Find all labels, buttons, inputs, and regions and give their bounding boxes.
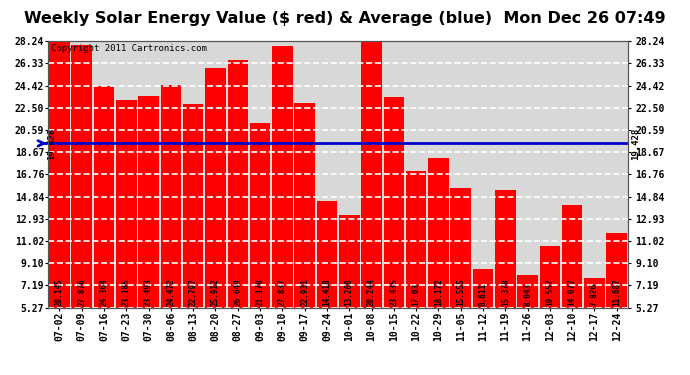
Bar [540,246,560,308]
Bar [518,275,538,308]
Bar [205,68,226,308]
Text: Copyright 2011 Cartronics.com: Copyright 2011 Cartronics.com [51,44,207,53]
Bar [250,123,270,308]
Text: 22.931: 22.931 [300,278,309,306]
Bar [607,233,627,308]
Text: 27.837: 27.837 [278,278,287,306]
Text: 24.364: 24.364 [99,278,108,306]
Bar [139,96,159,308]
Text: 10.557: 10.557 [545,278,554,306]
Text: 8.611: 8.611 [478,283,488,306]
Text: 23.493: 23.493 [144,278,153,306]
Text: 28.244: 28.244 [367,278,376,306]
Bar [562,206,582,308]
Text: 18.172: 18.172 [434,278,443,306]
Text: 25.912: 25.912 [211,278,220,306]
Bar [272,46,293,308]
Text: 17.03: 17.03 [412,283,421,306]
Bar [161,85,181,308]
Text: 23.185: 23.185 [122,278,131,306]
Text: 15.378: 15.378 [501,278,510,306]
Text: 8.043: 8.043 [523,283,532,306]
Text: 28.145: 28.145 [55,278,64,306]
Text: 27.876: 27.876 [77,278,86,306]
Bar [384,97,404,308]
Bar [451,188,471,308]
Bar [72,45,92,308]
Bar [362,41,382,308]
Text: 19.428: 19.428 [631,127,640,159]
Text: 7.826: 7.826 [590,283,599,306]
Bar [428,158,448,308]
Bar [49,42,70,308]
Text: 14.077: 14.077 [568,278,577,306]
Bar [228,60,248,308]
Bar [183,104,204,308]
Bar [317,201,337,308]
Bar [495,190,515,308]
Bar [473,269,493,308]
Text: Weekly Solar Energy Value ($ red) & Average (blue)  Mon Dec 26 07:49: Weekly Solar Energy Value ($ red) & Aver… [24,11,666,26]
Text: 21.178: 21.178 [255,278,264,306]
Text: 19.428: 19.428 [47,127,56,159]
Bar [94,86,115,308]
Bar [116,100,137,308]
Text: 15.555: 15.555 [456,278,465,306]
Text: 13.268: 13.268 [345,278,354,306]
Bar [406,171,426,308]
Bar [339,215,359,308]
Text: 14.418: 14.418 [322,278,331,306]
Text: 23.435: 23.435 [389,278,398,306]
Text: 26.649: 26.649 [233,278,242,306]
Bar [295,103,315,308]
Text: 22.797: 22.797 [188,278,198,306]
Text: 24.472: 24.472 [166,278,175,306]
Bar [584,278,604,308]
Text: 11.687: 11.687 [612,278,621,306]
